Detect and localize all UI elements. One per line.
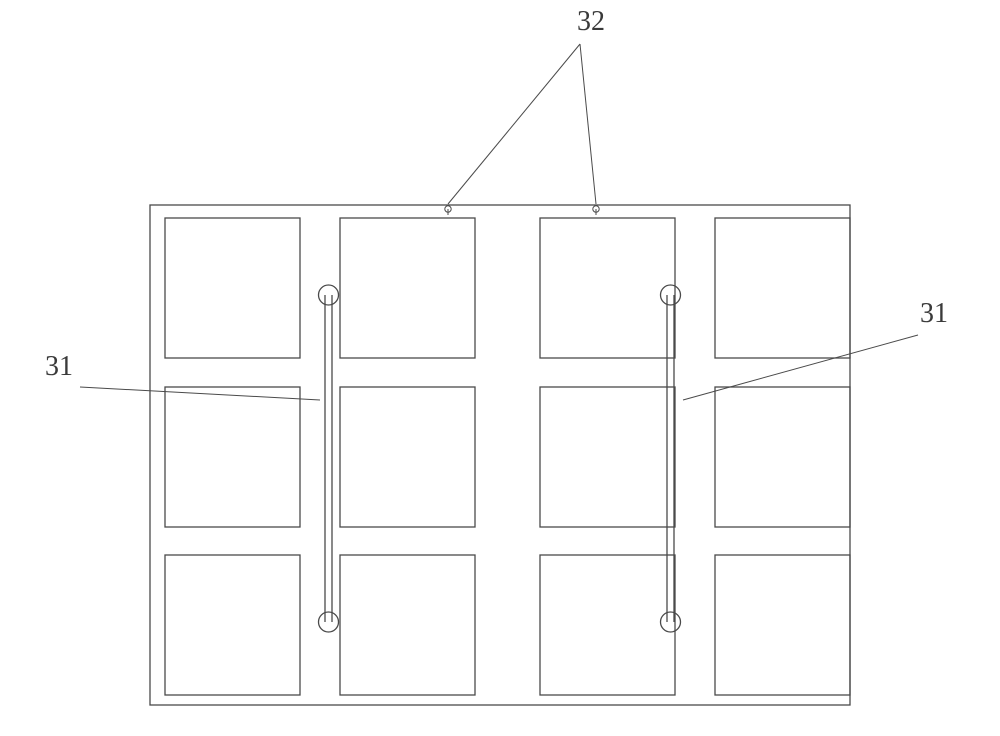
cell-r0-c1 <box>340 218 475 358</box>
cell-r2-c0 <box>165 555 300 695</box>
callout-31-2: 31 <box>683 298 948 400</box>
cell-r1-c1 <box>340 387 475 527</box>
cell-r0-c0 <box>165 218 300 358</box>
callout-label-31-2: 31 <box>920 298 948 329</box>
peg-0 <box>445 206 451 215</box>
cell-r2-c1 <box>340 555 475 695</box>
cell-r0-c2 <box>540 218 675 358</box>
outer-frame <box>150 205 850 705</box>
callout-label-31-1: 31 <box>45 351 73 382</box>
cell-r1-c0 <box>165 387 300 527</box>
cell-r0-c3 <box>715 218 850 358</box>
callout-label-32-0: 32 <box>577 6 605 37</box>
peg-1 <box>593 206 599 215</box>
cell-r2-c2 <box>540 555 675 695</box>
slot-0 <box>319 285 339 632</box>
cell-r1-c2 <box>540 387 675 527</box>
cell-r2-c3 <box>715 555 850 695</box>
callout-32-0: 32 <box>448 6 605 204</box>
slot-1 <box>661 285 681 632</box>
cell-r1-c3 <box>715 387 850 527</box>
